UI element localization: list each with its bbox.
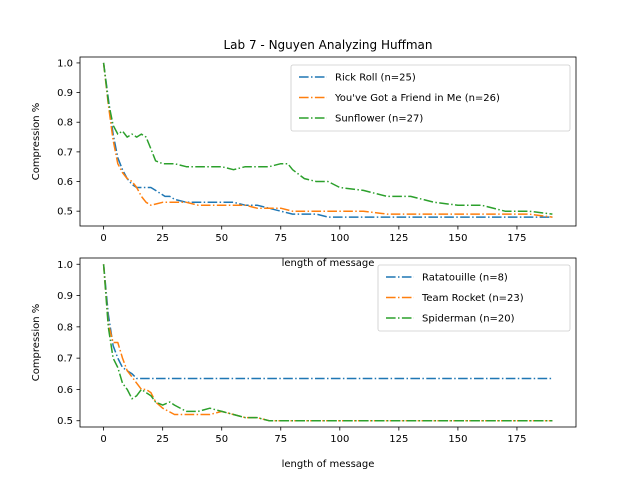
y-tick-label: 0.9 <box>57 88 73 99</box>
x-tick-label: 100 <box>330 233 349 244</box>
x-tick-label: 50 <box>215 233 228 244</box>
legend-label: Team Rocket (n=23) <box>421 293 524 304</box>
legend-label: Spiderman (n=20) <box>422 314 515 325</box>
legend: Rick Roll (n=25) You've Got a Friend in M… <box>290 64 571 132</box>
legend: Ratatouille (n=8) Team Rocket (n=23) Spide… <box>377 264 571 332</box>
legend-box <box>377 264 571 332</box>
y-tick-label: 0.6 <box>57 385 73 396</box>
x-tick-label: 75 <box>274 233 287 244</box>
series-line-2 <box>102 62 553 215</box>
bottom-plot: 0 25 50 75 100 125 150 175 0.5 0.6 0.7 0.8 0.9 1.0 Com… <box>31 257 577 470</box>
x-tick-label: 50 <box>215 434 228 445</box>
y-tick-label: 0.9 <box>57 291 73 302</box>
x-tick-label: 100 <box>330 434 349 445</box>
x-tick-label: 175 <box>507 434 526 445</box>
y-tick-label: 0.7 <box>57 147 73 158</box>
y-axis-label: Compression % <box>31 103 42 181</box>
x-tick-label: 150 <box>448 233 467 244</box>
plot-frame <box>79 56 577 227</box>
series-line-0 <box>102 264 553 380</box>
series-line-2 <box>102 264 553 422</box>
series-group <box>102 62 553 218</box>
x-axis-label: length of message <box>282 459 375 470</box>
legend-label: Ratatouille (n=8) <box>422 273 508 284</box>
x-tick-label: 0 <box>100 434 106 445</box>
x-tick-label: 175 <box>507 233 526 244</box>
y-tick-label: 1.0 <box>57 58 73 69</box>
x-tick-label: 25 <box>156 233 169 244</box>
x-tick-label: 125 <box>389 434 408 445</box>
x-tick-label: 125 <box>389 233 408 244</box>
y-tick-label: 0.6 <box>57 177 73 188</box>
x-tick-label: 0 <box>100 233 106 244</box>
legend-box <box>290 64 571 132</box>
x-tick-label: 150 <box>448 434 467 445</box>
series-line-1 <box>102 264 553 422</box>
y-tick-label: 0.7 <box>57 354 73 365</box>
y-tick-label: 0.8 <box>57 322 73 333</box>
x-tick-label: 25 <box>156 434 169 445</box>
x-tick-label: 75 <box>274 434 287 445</box>
y-tick-label: 0.8 <box>57 118 73 129</box>
y-tick-label: 0.5 <box>57 207 73 218</box>
y-tick-label: 1.0 <box>57 260 73 271</box>
legend-label: Sunflower (n=27) <box>335 114 423 125</box>
top-plot: 0 25 50 75 100 125 150 175 0.5 0.6 0.7 0.8 0.9 1.0 Com… <box>31 56 577 269</box>
legend-label: Rick Roll (n=25) <box>335 73 416 84</box>
y-tick-label: 0.5 <box>57 416 73 427</box>
series-group <box>102 264 553 422</box>
y-axis-label: Compression % <box>31 304 42 382</box>
plot-frame <box>79 257 577 428</box>
x-axis-label: length of message <box>282 258 375 269</box>
series-line-0 <box>102 62 553 218</box>
legend-label: You've Got a Friend in Me (n=26) <box>334 93 500 104</box>
figure-title: Lab 7 - Nguyen Analyzing Huffman <box>224 38 433 52</box>
